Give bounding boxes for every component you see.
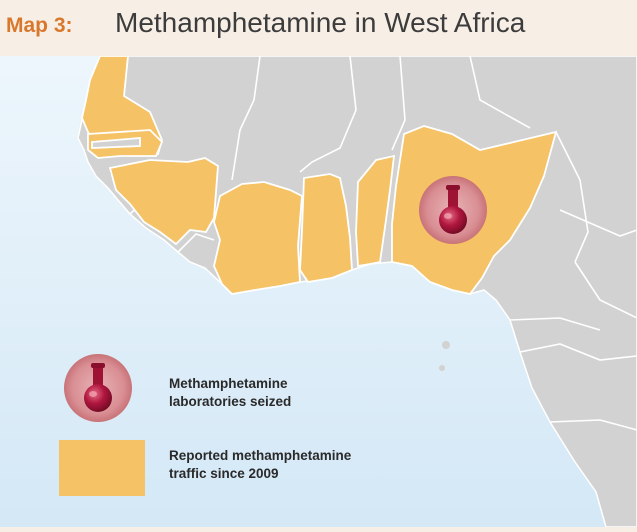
country-guinea xyxy=(108,157,219,246)
island xyxy=(105,171,111,177)
country-gambia xyxy=(91,137,141,149)
country-borders xyxy=(129,55,637,431)
map-area: Methamphetamine laboratories seized Repo… xyxy=(0,55,637,528)
map-number: Map 3: xyxy=(6,14,73,37)
map-header: Map 3: Methamphetamine in West Africa xyxy=(0,0,637,56)
country-cote-divoire xyxy=(213,181,303,295)
traffic-countries xyxy=(81,55,558,296)
island xyxy=(439,365,445,371)
legend-lab-line2: laboratories seized xyxy=(169,394,291,409)
map-canvas: Methamphetamine laboratories seized Repo… xyxy=(0,55,637,528)
island xyxy=(442,341,450,349)
country-ghana xyxy=(299,173,353,283)
legend-traffic-line2: traffic since 2009 xyxy=(169,466,279,481)
legend-lab-flask-icon xyxy=(64,354,132,422)
lab-flask-icon xyxy=(419,176,487,244)
legend: Methamphetamine laboratories seized Repo… xyxy=(59,354,352,496)
legend-traffic-line1: Reported methamphetamine xyxy=(169,448,352,463)
country-benin xyxy=(355,154,396,268)
map-title: Methamphetamine in West Africa xyxy=(115,7,526,38)
legend-lab-line1: Methamphetamine xyxy=(169,376,288,391)
legend-traffic-swatch xyxy=(59,440,145,496)
